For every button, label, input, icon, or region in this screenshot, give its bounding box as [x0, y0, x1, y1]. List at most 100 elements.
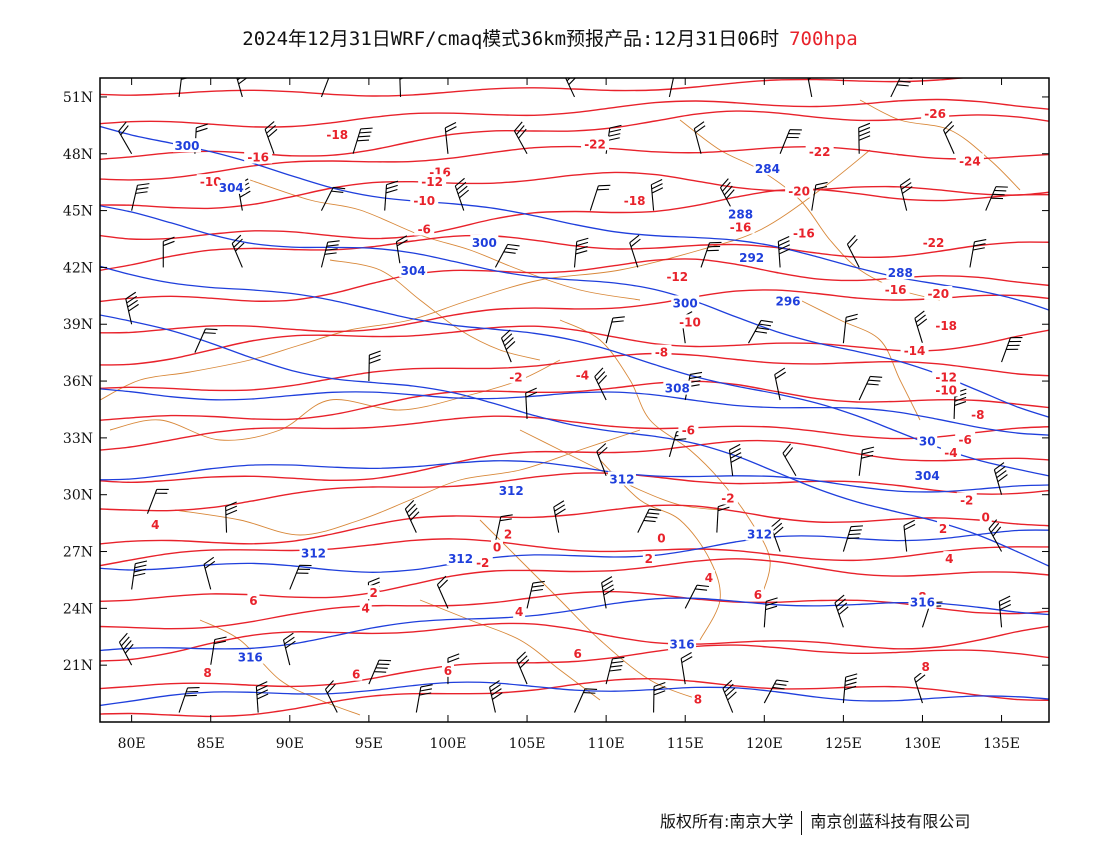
contour-label-bg — [937, 520, 950, 535]
contour-label-bg — [805, 143, 834, 158]
temperature-label: 0 — [657, 531, 665, 545]
isotherm-line — [100, 622, 1049, 662]
wind-barb — [526, 580, 545, 609]
height-contour-line — [100, 388, 1049, 436]
temperature-label: 6 — [444, 664, 452, 678]
temperature-label: -18 — [624, 194, 646, 208]
wind-barb — [653, 681, 666, 713]
temperature-label: -8 — [971, 408, 984, 422]
isotherm-line — [100, 504, 1049, 545]
isotherm-line — [100, 538, 1049, 567]
temperature-label: 6 — [573, 647, 581, 661]
temperature-label: -4 — [576, 368, 589, 382]
wind-barb — [988, 519, 1003, 552]
height-label: 316 — [910, 596, 935, 610]
temperature-label: -18 — [935, 319, 957, 333]
wind-barb — [320, 240, 340, 268]
contour-label-bg — [620, 193, 649, 208]
contour-labels-layer: -18-16-16-12-10-10-6-22-20-18-16 -16-12-1… — [149, 105, 992, 706]
wind-barb — [985, 186, 1008, 211]
wind-barb — [494, 514, 513, 543]
wind-barb — [395, 235, 408, 268]
wind-barb — [324, 680, 338, 713]
lon-tick-label: 125E — [825, 736, 862, 752]
height-contour-line — [100, 681, 1049, 707]
temperature-label: 2 — [504, 527, 512, 541]
lon-tick-label: 130E — [904, 736, 941, 752]
wind-barb — [594, 367, 608, 401]
wind-barb — [255, 681, 269, 713]
wind-barb — [1001, 336, 1023, 363]
contour-label-bg — [751, 587, 764, 602]
contour-label-bg — [172, 138, 201, 153]
contour-label-bg — [753, 160, 782, 175]
wind-barb — [858, 446, 875, 476]
contour-label-bg — [323, 126, 352, 141]
height-label: 288 — [888, 266, 913, 280]
temperature-label: -6 — [418, 223, 431, 237]
temperature-label: 0 — [493, 541, 501, 555]
boundary-line — [479, 519, 701, 701]
wind-barb — [573, 237, 589, 268]
temperature-label: -18 — [326, 128, 348, 142]
isotherm-line — [100, 289, 1049, 334]
temperature-label: 6 — [249, 594, 257, 608]
wind-barb — [500, 329, 516, 363]
contour-label-bg — [913, 467, 942, 482]
height-label: 292 — [739, 251, 764, 265]
contour-label-bg — [642, 551, 655, 566]
temperature-label: 0 — [982, 510, 990, 524]
wind-barb — [436, 575, 449, 609]
temperature-label: -10 — [679, 315, 701, 329]
wind-barb — [596, 443, 608, 476]
footer: 版权所有:南京大学 南京创蓝科技有限公司 — [660, 808, 970, 835]
boundary-line — [799, 299, 921, 421]
wind-barb — [553, 500, 566, 533]
height-label: 284 — [755, 162, 780, 176]
isotherm-line — [100, 78, 969, 97]
lat-tick-label: 39N — [63, 317, 93, 333]
wind-barb — [779, 129, 802, 154]
contour-label-bg — [967, 407, 988, 422]
lon-tick-label: 100E — [429, 736, 466, 752]
wind-barb — [203, 556, 216, 590]
lon-tick-label: 110E — [588, 736, 625, 752]
wind-barb — [384, 180, 399, 211]
wind-barb — [404, 500, 420, 533]
wind-barb — [454, 177, 469, 211]
isotherm-line — [100, 415, 1049, 451]
height-label: 312 — [499, 484, 524, 498]
wind-barb — [194, 328, 218, 353]
lon-tick-label: 90E — [276, 736, 304, 752]
temperature-label: 4 — [945, 552, 953, 566]
height-label: 316 — [238, 651, 263, 665]
contour-label-bg — [441, 662, 454, 677]
wind-barb — [605, 656, 625, 685]
height-contour-line — [100, 265, 1049, 477]
contour-label-bg — [663, 380, 692, 395]
wind-barb — [899, 178, 913, 211]
temperature-label: 2 — [369, 586, 377, 600]
contour-label-bg — [900, 342, 929, 357]
company-text: 南京创蓝科技有限公司 — [810, 812, 971, 831]
temperature-label: -20 — [788, 185, 810, 199]
boundary-line — [859, 99, 1021, 191]
contour-label-bg — [505, 369, 526, 384]
chart-title: 2024年12月31日WRF/cmaq模式36km预报产品:12月31日06时 7… — [0, 24, 1100, 51]
contour-label-bg — [943, 551, 956, 566]
wind-barb — [178, 78, 190, 98]
wind-barb — [162, 236, 175, 268]
lat-tick-label: 45N — [63, 204, 93, 220]
wind-barb — [763, 679, 789, 704]
wind-barb — [146, 488, 169, 514]
contour-label-bg — [651, 344, 672, 359]
contour-label-bg — [675, 314, 704, 329]
temperature-label: -12 — [935, 370, 957, 384]
wind-barb — [282, 632, 296, 666]
temperature-label: -8 — [655, 346, 668, 360]
height-label: 316 — [670, 637, 695, 651]
contour-label-bg — [367, 585, 380, 600]
temperature-label: -10 — [413, 194, 435, 208]
wind-barb — [178, 687, 200, 713]
